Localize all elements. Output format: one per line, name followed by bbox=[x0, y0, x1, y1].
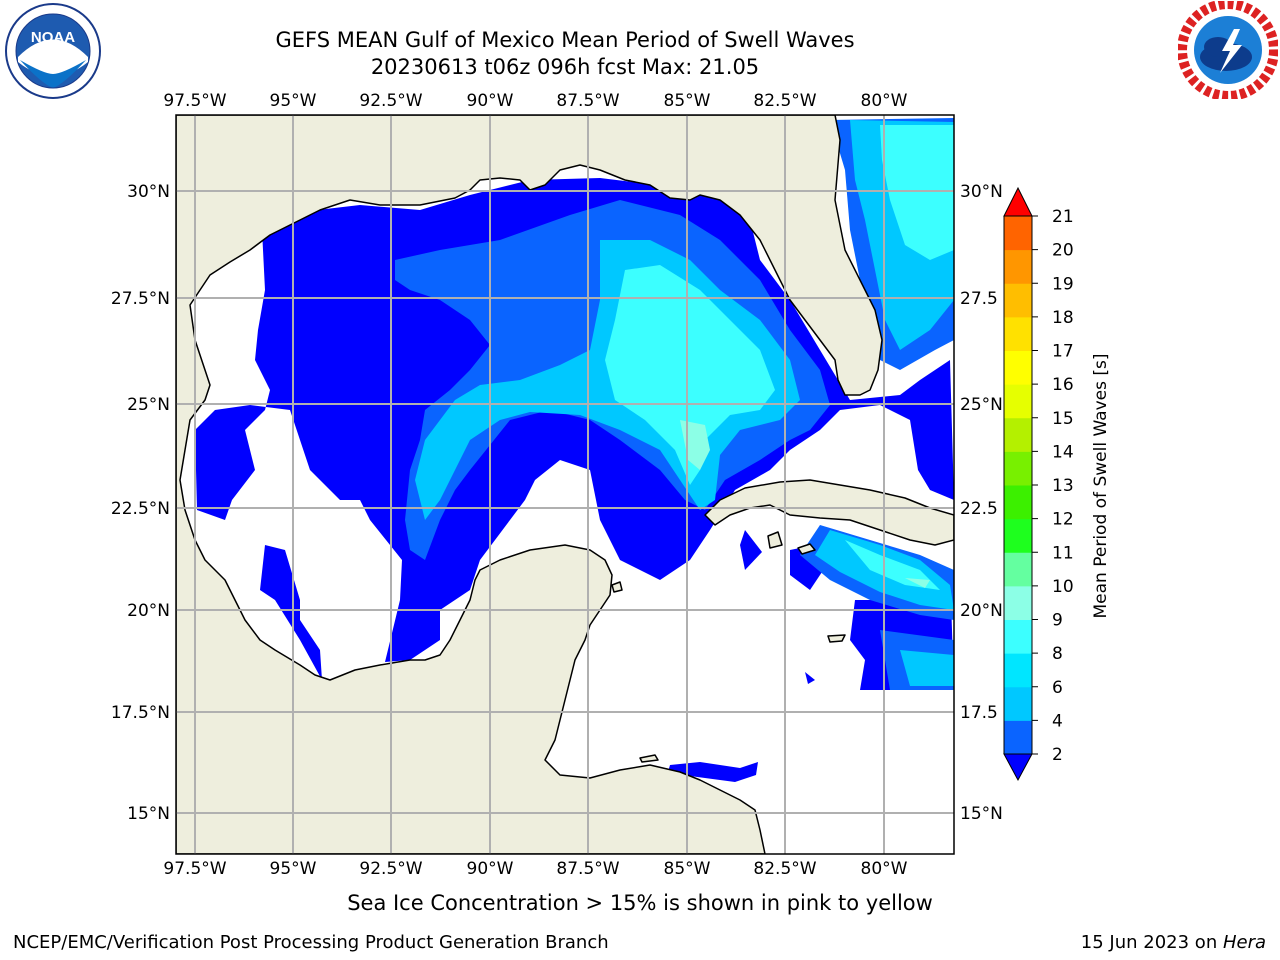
colorbar-segment bbox=[1004, 552, 1032, 587]
colorbar-tick-label: 18 bbox=[1052, 308, 1074, 328]
colorbar-segment bbox=[1004, 585, 1032, 620]
colorbar-segment bbox=[1004, 417, 1032, 452]
colorbar-tick-label: 13 bbox=[1052, 476, 1074, 496]
lon-label: 97.5°W bbox=[163, 859, 226, 879]
lon-label: 95°W bbox=[270, 91, 317, 111]
svg-text:NOAA: NOAA bbox=[31, 29, 75, 46]
lat-label: 20°N bbox=[127, 601, 170, 621]
lon-label: 90°W bbox=[467, 91, 514, 111]
lon-label: 92.5°W bbox=[359, 91, 422, 111]
colorbar-label: Mean Period of Swell Waves [s] bbox=[1091, 354, 1111, 619]
colorbar-tick-label: 21 bbox=[1052, 207, 1074, 227]
lat-labels-right: 30°N 27.5 25°N 22.5 20°N 17.5 15°N bbox=[960, 182, 1003, 824]
lon-label: 97.5°W bbox=[163, 91, 226, 111]
lon-label: 87.5°W bbox=[556, 91, 619, 111]
footer-date: 15 Jun 2023 on Hera bbox=[1081, 932, 1266, 953]
colorbar-under-triangle bbox=[1003, 753, 1033, 782]
map-caption: Sea Ice Concentration > 15% is shown in … bbox=[347, 891, 933, 915]
colorbar-tick-label: 9 bbox=[1052, 611, 1063, 631]
lat-label: 30°N bbox=[960, 182, 1003, 202]
colorbar-tick-label: 20 bbox=[1052, 241, 1074, 261]
lat-label: 22.5 bbox=[960, 499, 998, 519]
lon-labels-bottom: 97.5°W 95°W 92.5°W 90°W 87.5°W 85°W 82.5… bbox=[163, 859, 907, 879]
landmass bbox=[176, 115, 954, 854]
colorbar-segment bbox=[1004, 316, 1032, 351]
colorbar-segment bbox=[1004, 653, 1032, 688]
lon-label: 87.5°W bbox=[556, 859, 619, 879]
colorbar-over-triangle bbox=[1003, 186, 1033, 217]
lon-label: 90°W bbox=[467, 859, 514, 879]
colorbar-tick-label: 11 bbox=[1052, 543, 1074, 563]
colorbar-tick-label: 6 bbox=[1052, 678, 1063, 698]
lat-label: 25°N bbox=[127, 395, 170, 415]
colorbar-segment bbox=[1004, 249, 1032, 284]
footer-credit: NCEP/EMC/Verification Post Processing Pr… bbox=[13, 932, 609, 953]
lon-label: 82.5°W bbox=[753, 859, 816, 879]
nws-logo bbox=[1178, 1, 1278, 99]
lat-label: 17.5 bbox=[960, 703, 998, 723]
footer-host: Hera bbox=[1222, 932, 1266, 953]
footer-date-text: 15 Jun 2023 on bbox=[1080, 932, 1223, 953]
colorbar-tick-label: 17 bbox=[1052, 342, 1074, 362]
colorbar-segment bbox=[1004, 283, 1032, 318]
colorbar-segment bbox=[1004, 720, 1032, 755]
lon-label: 82.5°W bbox=[753, 91, 816, 111]
map-subtitle: 20230613 t06z 096h fcst Max: 21.05 bbox=[370, 55, 760, 79]
lat-label: 27.5 bbox=[960, 289, 998, 309]
colorbar-segment bbox=[1004, 216, 1032, 251]
colorbar-segment bbox=[1004, 485, 1032, 520]
map-frame bbox=[175, 114, 955, 855]
lat-label: 17.5°N bbox=[111, 703, 170, 723]
colorbar-tick-label: 14 bbox=[1052, 442, 1074, 462]
colorbar-tick-label: 16 bbox=[1052, 375, 1074, 395]
lon-label: 95°W bbox=[270, 859, 317, 879]
lat-label: 15°N bbox=[127, 804, 170, 824]
lon-label: 92.5°W bbox=[359, 859, 422, 879]
graticule bbox=[176, 115, 954, 854]
colorbar-segment bbox=[1004, 518, 1032, 553]
lat-labels-left: 30°N 27.5°N 25°N 22.5°N 20°N 17.5°N 15°N bbox=[111, 182, 170, 824]
map-title: GEFS MEAN Gulf of Mexico Mean Period of … bbox=[275, 28, 855, 52]
lat-label: 27.5°N bbox=[111, 289, 170, 309]
colorbar-tick-label: 8 bbox=[1052, 644, 1063, 664]
colorbar-segment bbox=[1004, 350, 1032, 385]
lon-label: 80°W bbox=[861, 859, 908, 879]
colorbar-tick-label: 12 bbox=[1052, 510, 1074, 530]
colorbar-tick-label: 15 bbox=[1052, 409, 1074, 429]
noaa-logo: NOAA bbox=[5, 3, 101, 99]
colorbar-tick-label: 2 bbox=[1052, 745, 1063, 765]
colorbar-tick-label: 4 bbox=[1052, 711, 1063, 731]
lon-labels-top: 97.5°W 95°W 92.5°W 90°W 87.5°W 85°W 82.5… bbox=[163, 91, 907, 111]
lat-label: 20°N bbox=[960, 601, 1003, 621]
lon-label: 85°W bbox=[664, 91, 711, 111]
colorbar-tick-label: 19 bbox=[1052, 274, 1074, 294]
lat-label: 15°N bbox=[960, 804, 1003, 824]
colorbar: 2 4 6 8 9 10 11 12 13 14 15 16 17 18 19 20 21 bbox=[1003, 186, 1074, 782]
colorbar-tick-label: 10 bbox=[1052, 577, 1074, 597]
lat-label: 25°N bbox=[960, 395, 1003, 415]
colorbar-segment bbox=[1004, 384, 1032, 419]
colorbar-segment bbox=[1004, 451, 1032, 486]
lat-label: 22.5°N bbox=[111, 499, 170, 519]
colorbar-segment bbox=[1004, 686, 1032, 721]
lat-label: 30°N bbox=[127, 182, 170, 202]
lon-label: 85°W bbox=[664, 859, 711, 879]
colorbar-segment bbox=[1004, 619, 1032, 654]
lon-label: 80°W bbox=[861, 91, 908, 111]
swell-field-8-9s bbox=[605, 125, 954, 590]
map-area bbox=[176, 115, 954, 854]
